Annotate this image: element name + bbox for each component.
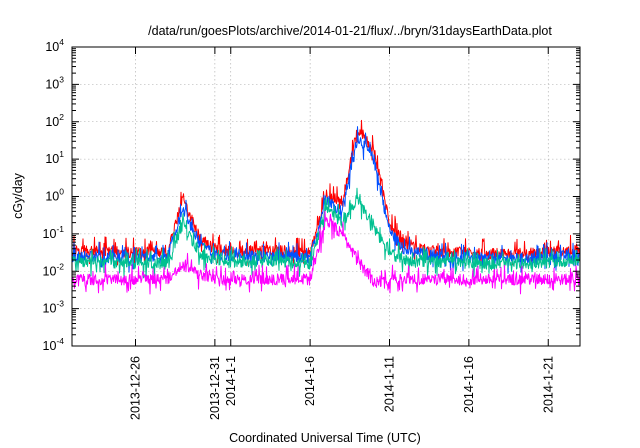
y-tick-label: 10-3	[43, 299, 65, 316]
y-tick-label: 102	[45, 112, 64, 129]
series-line-3	[71, 187, 581, 279]
y-tick-label: 101	[45, 149, 64, 166]
y-tick-label: 103	[45, 74, 64, 91]
x-tick-label: 2014-1-21	[541, 356, 555, 413]
y-tick-label: 10-4	[43, 336, 65, 353]
x-tick-label: 2013-12-26	[129, 356, 143, 420]
series-layer	[71, 119, 581, 295]
y-tick-label: 100	[45, 187, 64, 204]
series-line-4	[71, 210, 581, 295]
y-tick-label: 104	[45, 37, 64, 54]
x-tick-labels: 2013-12-26 2013-12-31 2014-1-1 2014-1-6 2014…	[129, 356, 556, 420]
y-tick-labels: 10-4 10-3 10-2 10-1 100 101 102 103 104	[43, 37, 65, 353]
x-tick-label: 2014-1-1	[224, 356, 238, 406]
y-tick-label: 10-2	[43, 261, 65, 278]
y-axis-title: cGy/day	[11, 172, 25, 219]
x-axis-title: Coordinated Universal Time (UTC)	[229, 431, 421, 445]
x-tick-label: 2013-12-31	[208, 356, 222, 420]
x-tick-label: 2014-1-11	[383, 356, 397, 412]
grid	[72, 47, 580, 346]
y-tick-label: 10-1	[43, 224, 65, 241]
series-line-1	[71, 119, 581, 268]
x-tick-label: 2014-1-6	[303, 356, 317, 406]
x-tick-label: 2014-1-16	[462, 356, 476, 413]
chart-title: /data/run/goesPlots/archive/2014-01-21/f…	[148, 24, 552, 38]
tick-marks	[72, 46, 580, 347]
